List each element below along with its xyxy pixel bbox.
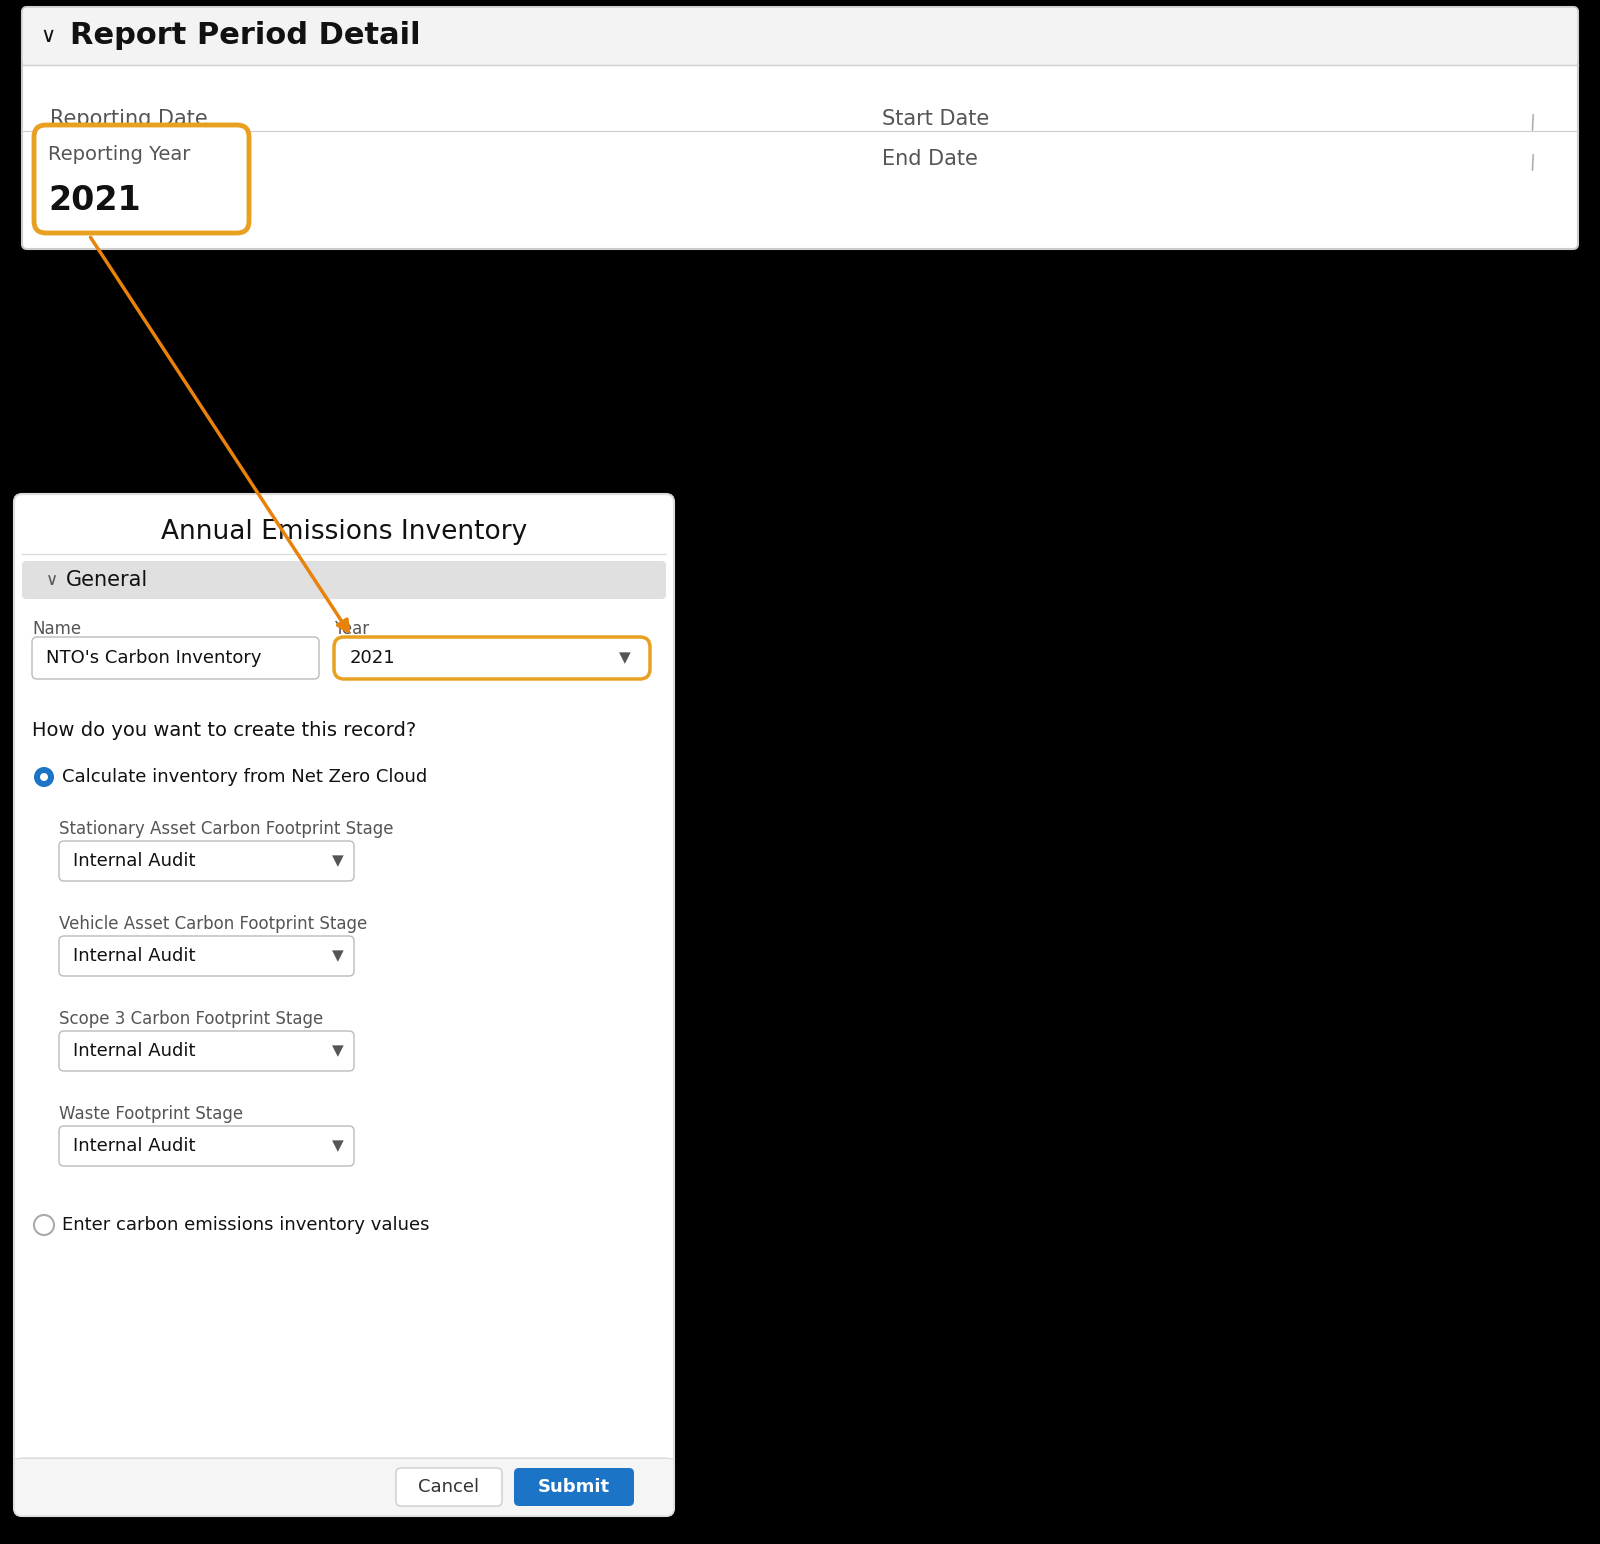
- Circle shape: [40, 774, 48, 781]
- Text: Year: Year: [334, 621, 370, 638]
- Text: NTO's Carbon Inventory: NTO's Carbon Inventory: [46, 648, 261, 667]
- FancyBboxPatch shape: [22, 8, 1578, 65]
- Text: ▼: ▼: [333, 948, 344, 963]
- FancyBboxPatch shape: [334, 638, 650, 679]
- Text: Internal Audit: Internal Audit: [74, 1136, 195, 1155]
- Text: ∨: ∨: [46, 571, 58, 588]
- FancyBboxPatch shape: [34, 125, 250, 233]
- Text: Internal Audit: Internal Audit: [74, 1042, 195, 1061]
- Text: Scope 3 Carbon Footprint Stage: Scope 3 Carbon Footprint Stage: [59, 1010, 323, 1028]
- Text: /: /: [1528, 113, 1539, 133]
- Text: Submit: Submit: [538, 1478, 610, 1496]
- FancyBboxPatch shape: [32, 638, 318, 679]
- Text: Start Date: Start Date: [882, 110, 989, 130]
- Text: ▼: ▼: [333, 854, 344, 868]
- Text: Stationary Asset Carbon Footprint Stage: Stationary Asset Carbon Footprint Stage: [59, 820, 394, 838]
- Text: Enter carbon emissions inventory values: Enter carbon emissions inventory values: [62, 1217, 429, 1234]
- Circle shape: [34, 1215, 54, 1235]
- Text: ▼: ▼: [333, 1138, 344, 1153]
- Text: Annual Emissions Inventory: Annual Emissions Inventory: [162, 519, 526, 545]
- FancyBboxPatch shape: [14, 494, 674, 1516]
- FancyBboxPatch shape: [59, 1031, 354, 1072]
- Text: Internal Audit: Internal Audit: [74, 852, 195, 869]
- Text: General: General: [66, 570, 149, 590]
- Text: Cancel: Cancel: [419, 1478, 480, 1496]
- FancyBboxPatch shape: [22, 560, 666, 599]
- FancyBboxPatch shape: [59, 841, 354, 882]
- Text: Waste Footprint Stage: Waste Footprint Stage: [59, 1106, 243, 1122]
- Text: Reporting Date: Reporting Date: [50, 110, 208, 130]
- Text: ▼: ▼: [619, 650, 630, 665]
- Text: How do you want to create this record?: How do you want to create this record?: [32, 721, 416, 741]
- Text: Report Period Detail: Report Period Detail: [70, 22, 421, 51]
- Text: Internal Audit: Internal Audit: [74, 946, 195, 965]
- Text: End Date: End Date: [882, 150, 978, 168]
- Bar: [22, 36, 1578, 65]
- FancyBboxPatch shape: [514, 1468, 634, 1505]
- Text: ▼: ▼: [333, 1044, 344, 1059]
- FancyBboxPatch shape: [59, 936, 354, 976]
- Text: /: /: [1528, 153, 1539, 173]
- Text: 2021: 2021: [48, 184, 141, 218]
- Text: Vehicle Asset Carbon Footprint Stage: Vehicle Asset Carbon Footprint Stage: [59, 916, 368, 933]
- Text: Name: Name: [32, 621, 82, 638]
- Text: Calculate inventory from Net Zero Cloud: Calculate inventory from Net Zero Cloud: [62, 767, 427, 786]
- FancyBboxPatch shape: [59, 1126, 354, 1166]
- Bar: [14, 1458, 674, 1487]
- FancyBboxPatch shape: [22, 8, 1578, 249]
- Text: Reporting Year: Reporting Year: [48, 145, 190, 165]
- FancyBboxPatch shape: [14, 1458, 674, 1516]
- Circle shape: [34, 767, 54, 787]
- FancyBboxPatch shape: [397, 1468, 502, 1505]
- Text: ∨: ∨: [40, 26, 56, 46]
- Text: 2021: 2021: [350, 648, 395, 667]
- Bar: [0, 249, 1600, 494]
